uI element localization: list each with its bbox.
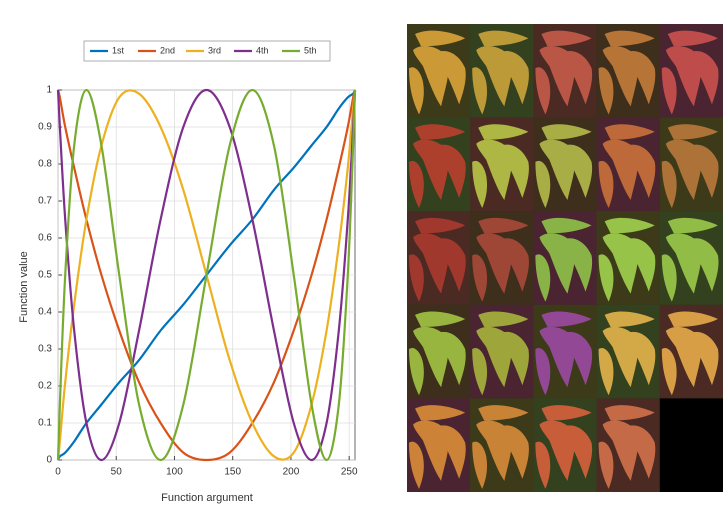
legend-label: 4th	[256, 45, 269, 55]
legend-label: 3rd	[208, 45, 221, 55]
legend: 1st 2nd 3rd 4th 5th	[83, 40, 331, 62]
y-tick-label: 0.5	[38, 270, 52, 281]
legend-label: 2nd	[160, 45, 175, 55]
y-tick-label: 0	[46, 455, 52, 466]
y-tick-label: 0.4	[38, 307, 52, 318]
y-tick-label: 0.2	[38, 381, 52, 392]
legend-label: 5th	[304, 45, 317, 55]
y-tick-label: 0.7	[38, 196, 52, 207]
x-tick-label: 50	[111, 467, 123, 478]
y-tick-label: 0.9	[38, 122, 52, 133]
x-tick-label: 200	[283, 467, 300, 478]
x-tick-label: 250	[341, 467, 358, 478]
legend-label: 1st	[112, 45, 125, 55]
line-series	[56, 88, 357, 462]
blank-tile	[659, 398, 723, 492]
legend-box	[83, 40, 331, 62]
y-tick-label: 0.6	[38, 233, 52, 244]
image-grid	[407, 24, 723, 492]
x-tick-label: 150	[224, 467, 241, 478]
y-tick-label: 0.8	[38, 159, 52, 170]
chart: Function value Function argument 0 0.1 0.2…	[6, 20, 366, 510]
line-series	[56, 88, 357, 462]
y-tick-label: 0.3	[38, 344, 52, 355]
x-axis-label: Function argument	[161, 492, 253, 504]
y-tick-label: 0.1	[38, 418, 52, 429]
x-tick-label: 0	[55, 467, 61, 478]
y-tick-label: 1	[46, 85, 52, 96]
x-tick-label: 100	[166, 467, 183, 478]
line-series	[56, 89, 357, 462]
y-axis-label: Function value	[18, 251, 30, 323]
